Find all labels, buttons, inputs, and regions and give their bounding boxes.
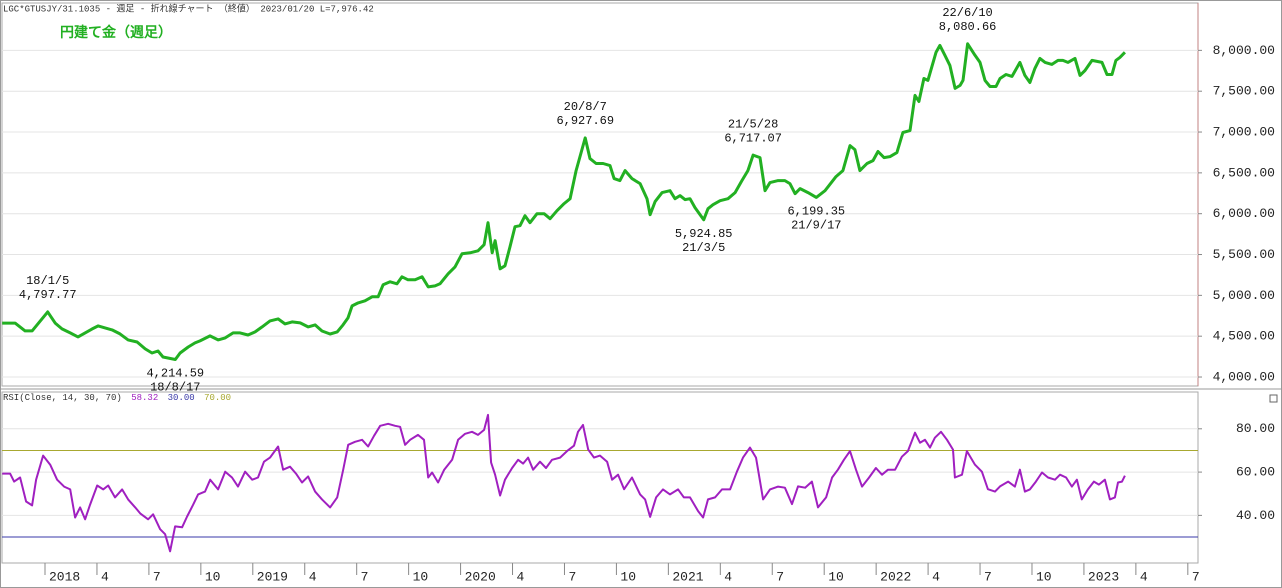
y-tick-label: 60.00: [1236, 465, 1275, 480]
y-tick-label: 4,000.00: [1213, 369, 1275, 384]
x-tick-label: 7: [984, 569, 992, 584]
x-tick-label: 7: [776, 569, 784, 584]
x-tick-label: 7: [568, 569, 576, 584]
annotation: 6,927.69: [556, 114, 614, 128]
rsi-last: 58.32: [131, 393, 158, 403]
x-tick-label: 2019: [257, 569, 288, 584]
y-tick-label: 80.00: [1236, 421, 1275, 436]
rsi-header: RSI(Close, 14, 30, 70) 58.32 30.00 70.00: [3, 393, 231, 403]
x-tick-label: 2021: [672, 569, 703, 584]
y-tick-label: 40.00: [1236, 508, 1275, 523]
x-tick-label: 10: [828, 569, 844, 584]
annotation: 21/9/17: [791, 219, 841, 233]
x-tick-label: 4: [724, 569, 732, 584]
annotation: 8,080.66: [939, 20, 997, 34]
annotation: 18/1/5: [26, 274, 69, 288]
annotation: 20/8/7: [564, 100, 607, 114]
data-line: [2, 413, 1126, 553]
annotation: 5,924.85: [675, 227, 733, 241]
chart-title: 円建て金（週足）: [60, 24, 172, 41]
x-tick-label: 7: [1192, 569, 1200, 584]
x-tick-label: 7: [361, 569, 369, 584]
chart-header: LGC*GTUSJY/31.1035 - 週足 - 折れ線チャート （終値） 2…: [3, 2, 374, 14]
x-tick-label: 2022: [880, 569, 911, 584]
y-tick-label: 6,000.00: [1213, 206, 1275, 221]
rsi-panel: [1, 391, 1199, 564]
data-line: [2, 42, 1126, 361]
y-tick-label: 5,500.00: [1213, 247, 1275, 262]
y-tick-label: 4,500.00: [1213, 329, 1275, 344]
x-tick-label: 4: [517, 569, 525, 584]
panel-button[interactable]: [1269, 394, 1278, 403]
x-tick-label: 7: [153, 569, 161, 584]
x-tick-label: 2018: [49, 569, 80, 584]
annotation: 6,717.07: [724, 131, 782, 145]
annotation: 4,214.59: [146, 367, 204, 381]
y-tick-label: 7,000.00: [1213, 124, 1275, 139]
x-tick-label: 10: [205, 569, 221, 584]
y-tick-label: 6,500.00: [1213, 165, 1275, 180]
rsi-high: 70.00: [204, 393, 231, 403]
x-tick-label: 2023: [1088, 569, 1119, 584]
x-tick-label: 2020: [465, 569, 496, 584]
rsi-low: 30.00: [168, 393, 195, 403]
y-tick-label: 8,000.00: [1213, 43, 1275, 58]
annotation: 6,199.35: [787, 205, 845, 219]
annotation: 4,797.77: [19, 288, 77, 302]
rsi-label: RSI(Close, 14, 30, 70): [3, 393, 122, 403]
x-tick-label: 4: [932, 569, 940, 584]
annotation: 21/3/5: [682, 241, 725, 255]
x-tick-label: 4: [309, 569, 317, 584]
x-tick-label: 10: [620, 569, 636, 584]
annotation: 21/5/28: [728, 117, 778, 131]
x-tick-label: 4: [101, 569, 109, 584]
x-tick-label: 4: [1140, 569, 1148, 584]
annotation: 18/8/17: [150, 381, 200, 395]
x-tick-label: 10: [1036, 569, 1052, 584]
annotation: 22/6/10: [942, 6, 992, 20]
y-tick-label: 5,000.00: [1213, 288, 1275, 303]
x-tick-label: 10: [413, 569, 429, 584]
y-tick-label: 7,500.00: [1213, 84, 1275, 99]
